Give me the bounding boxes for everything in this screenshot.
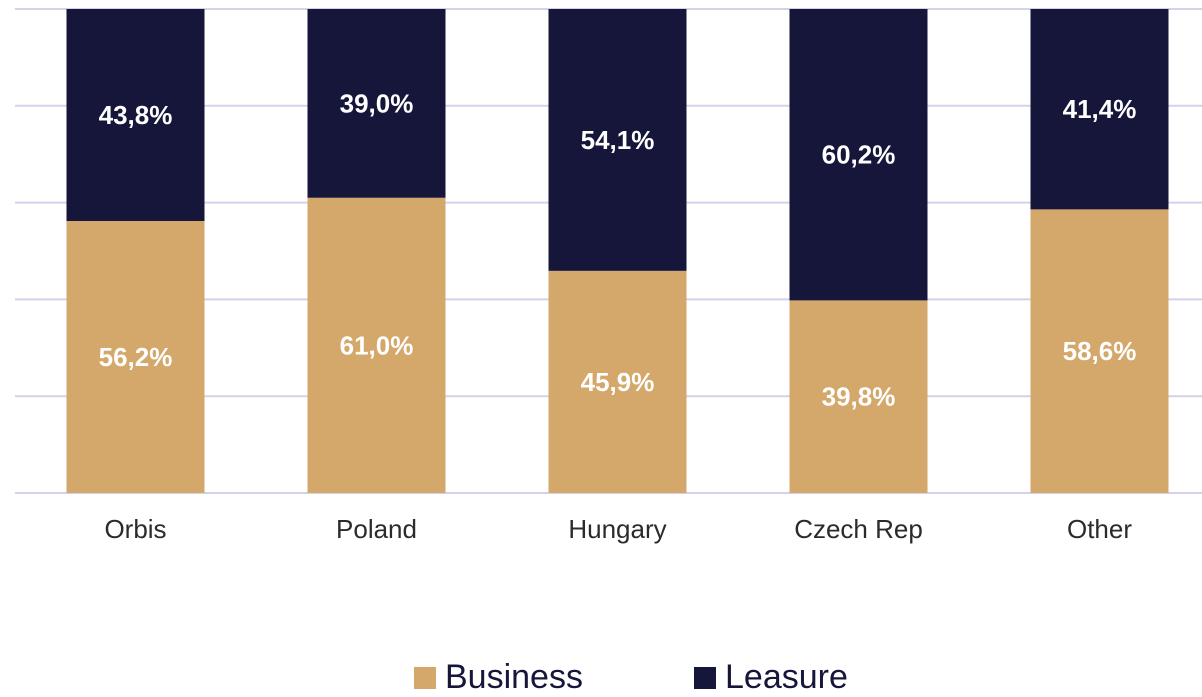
- data-label: 56,2%: [99, 342, 173, 372]
- bar-segment: [66, 9, 205, 221]
- bar-segment: [548, 9, 687, 271]
- bar-segment: [66, 220, 205, 493]
- data-label: 41,4%: [1063, 94, 1137, 124]
- data-label: 43,8%: [99, 100, 173, 130]
- data-label: 45,9%: [581, 367, 655, 397]
- bar-segment: [307, 9, 446, 198]
- x-tick-label: Poland: [336, 514, 417, 544]
- x-tick-label: Orbis: [104, 514, 166, 544]
- bar-segment: [789, 9, 928, 301]
- data-label: 39,0%: [340, 88, 414, 118]
- bar-segment: [1030, 209, 1169, 493]
- x-tick-label: Hungary: [568, 514, 666, 544]
- bar-segment: [789, 300, 928, 493]
- legend-swatch: [414, 667, 436, 689]
- x-tick-label: Czech Rep: [794, 514, 923, 544]
- data-label: 60,2%: [822, 140, 896, 170]
- data-label: 61,0%: [340, 330, 414, 360]
- legend-label: Business: [445, 658, 583, 696]
- data-label: 54,1%: [581, 125, 655, 155]
- legend-swatch: [694, 667, 716, 689]
- x-tick-label: Other: [1067, 514, 1132, 544]
- bar-segment: [1030, 9, 1169, 210]
- bar-segment: [548, 270, 687, 493]
- legend-label: Leasure: [725, 658, 848, 696]
- data-label: 39,8%: [822, 382, 896, 412]
- bar-segment: [307, 197, 446, 493]
- data-label: 58,6%: [1063, 336, 1137, 366]
